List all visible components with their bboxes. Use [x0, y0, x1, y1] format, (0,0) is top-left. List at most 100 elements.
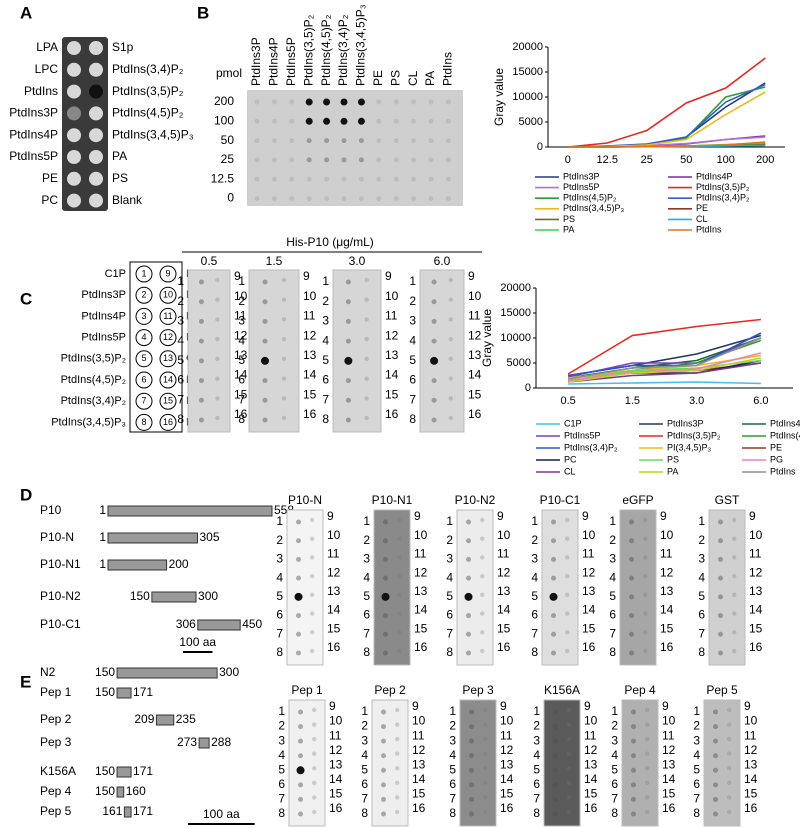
- spot: [428, 138, 434, 144]
- spot: [445, 118, 451, 124]
- spot-number: 8: [361, 806, 368, 820]
- x-tick-label: 100: [717, 154, 735, 166]
- spot: [445, 99, 451, 105]
- spot: [480, 592, 485, 598]
- construct-name: K156A: [40, 764, 76, 778]
- spot: [310, 555, 315, 560]
- spot-number: 6: [276, 608, 283, 622]
- lipid-label: PA: [112, 149, 127, 163]
- spot-number: 15: [497, 621, 511, 635]
- construct-name: Pep 4: [40, 784, 72, 798]
- spot: [631, 738, 637, 744]
- end-label: 235: [176, 712, 196, 726]
- start-label: 209: [134, 712, 154, 726]
- spot: [357, 98, 365, 106]
- spot-number: 2: [409, 294, 416, 308]
- end-label: 171: [133, 804, 153, 818]
- key-circle: [135, 413, 153, 431]
- spot-number: 4: [278, 748, 285, 762]
- spot-number: 6: [177, 373, 184, 387]
- spot: [466, 538, 472, 544]
- spot-number: 3: [409, 314, 416, 328]
- spot: [89, 62, 103, 77]
- spot: [718, 519, 724, 525]
- spot-number: 6: [609, 608, 616, 622]
- spot: [553, 709, 559, 715]
- spot-number: 15: [303, 387, 317, 401]
- spot-number: 10: [412, 714, 426, 728]
- spot-number: 7: [177, 392, 184, 406]
- spot-number: 6: [322, 373, 329, 387]
- spot: [262, 299, 268, 305]
- start-label: 150: [95, 685, 115, 699]
- spot-number: 3: [533, 733, 540, 747]
- spot: [198, 397, 204, 403]
- spot-number: 6: [361, 777, 368, 791]
- spot: [483, 722, 488, 727]
- spot: [480, 630, 485, 635]
- spot-number: 1: [409, 274, 416, 288]
- spot: [727, 707, 732, 713]
- spot-number: 2: [278, 719, 285, 733]
- spot-number: 12: [582, 565, 596, 579]
- x-tick-label: 6.0: [753, 395, 768, 407]
- spot: [480, 611, 485, 616]
- spot-number: 3: [238, 314, 245, 328]
- membrane-strip: [619, 509, 657, 666]
- spot-number: 16: [329, 801, 343, 815]
- end-label: 171: [133, 764, 153, 778]
- y-tick-label: 20000: [500, 282, 531, 294]
- spot: [631, 796, 637, 802]
- spot-number: 16: [749, 640, 763, 654]
- spot: [469, 709, 475, 715]
- spot: [464, 592, 473, 601]
- spot: [381, 811, 387, 817]
- spot-number: 5: [363, 589, 370, 603]
- spot-number: 5: [361, 762, 368, 776]
- x-tick-label: 50: [680, 154, 692, 166]
- series-line: [568, 332, 762, 377]
- construct-bar: [107, 532, 199, 544]
- membrane-strip: [459, 699, 497, 827]
- x-tick-label: 0.5: [560, 395, 575, 407]
- spot: [428, 99, 434, 105]
- membrane-strip: [371, 699, 409, 827]
- spot-number: 12: [329, 743, 343, 757]
- spot: [296, 613, 302, 619]
- key-circle: [135, 392, 153, 410]
- spot: [262, 338, 268, 344]
- spot: [565, 648, 570, 654]
- legend-label: CL: [564, 466, 576, 476]
- spot: [645, 809, 650, 815]
- spot-number: 1: [533, 704, 540, 718]
- spot: [198, 279, 204, 285]
- lipid-label: PS: [112, 171, 128, 185]
- spot: [480, 555, 485, 560]
- spot: [553, 738, 559, 744]
- spot-number: 14: [660, 603, 674, 617]
- spot-number: 16: [582, 640, 596, 654]
- construct-bar: [116, 766, 132, 778]
- spot-number: 4: [409, 333, 416, 347]
- spot-number: 12: [327, 565, 341, 579]
- spot: [271, 196, 277, 201]
- spot-number: 5: [141, 353, 146, 363]
- spot: [345, 299, 351, 305]
- spot: [565, 555, 570, 560]
- spot-number: 7: [698, 626, 705, 640]
- spot-number: 9: [582, 509, 589, 523]
- spot-number: 15: [744, 787, 758, 801]
- spot: [469, 796, 475, 802]
- spot-number: 13: [500, 757, 514, 771]
- series-line: [567, 82, 766, 148]
- spot: [364, 356, 369, 362]
- membrane-strip: [288, 699, 326, 827]
- spot-number: 1: [278, 704, 285, 718]
- spot: [393, 118, 399, 124]
- spot-number: 4: [446, 570, 453, 584]
- spot: [296, 766, 305, 775]
- end-label: 160: [126, 784, 146, 798]
- legend-label: PE: [770, 442, 782, 452]
- lipid-label: PtdIns5P: [9, 149, 58, 163]
- spot: [713, 753, 719, 759]
